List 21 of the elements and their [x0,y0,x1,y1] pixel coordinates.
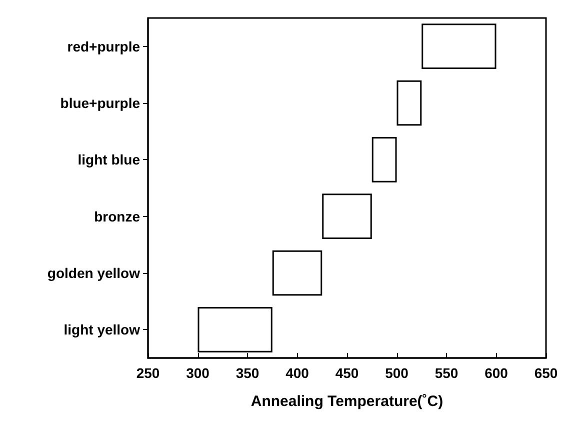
bar [396,80,422,126]
y-tick-label: light blue [78,152,140,168]
x-tick-label: 250 [136,365,160,381]
x-tick-label: 500 [385,365,409,381]
x-tick-label: 350 [236,365,260,381]
bar [372,137,397,182]
y-tick-label: golden yellow [47,265,140,281]
x-tick-label: 300 [186,365,210,381]
x-tick-label: 600 [484,365,508,381]
x-tick-label: 400 [286,365,310,381]
y-tick-label: red+purple [67,38,140,54]
x-axis-title: Annealing Temperature(˚C) [250,393,444,410]
y-tick-label: light yellow [64,322,140,338]
y-tick-label: blue+purple [60,95,140,111]
x-tick-label: 650 [534,365,558,381]
y-tick-label: bronze [94,208,140,224]
x-tick-label: 550 [434,365,458,381]
bar [422,24,496,69]
x-tick-label: 450 [335,365,359,381]
bar [322,194,372,239]
bar [272,250,322,296]
